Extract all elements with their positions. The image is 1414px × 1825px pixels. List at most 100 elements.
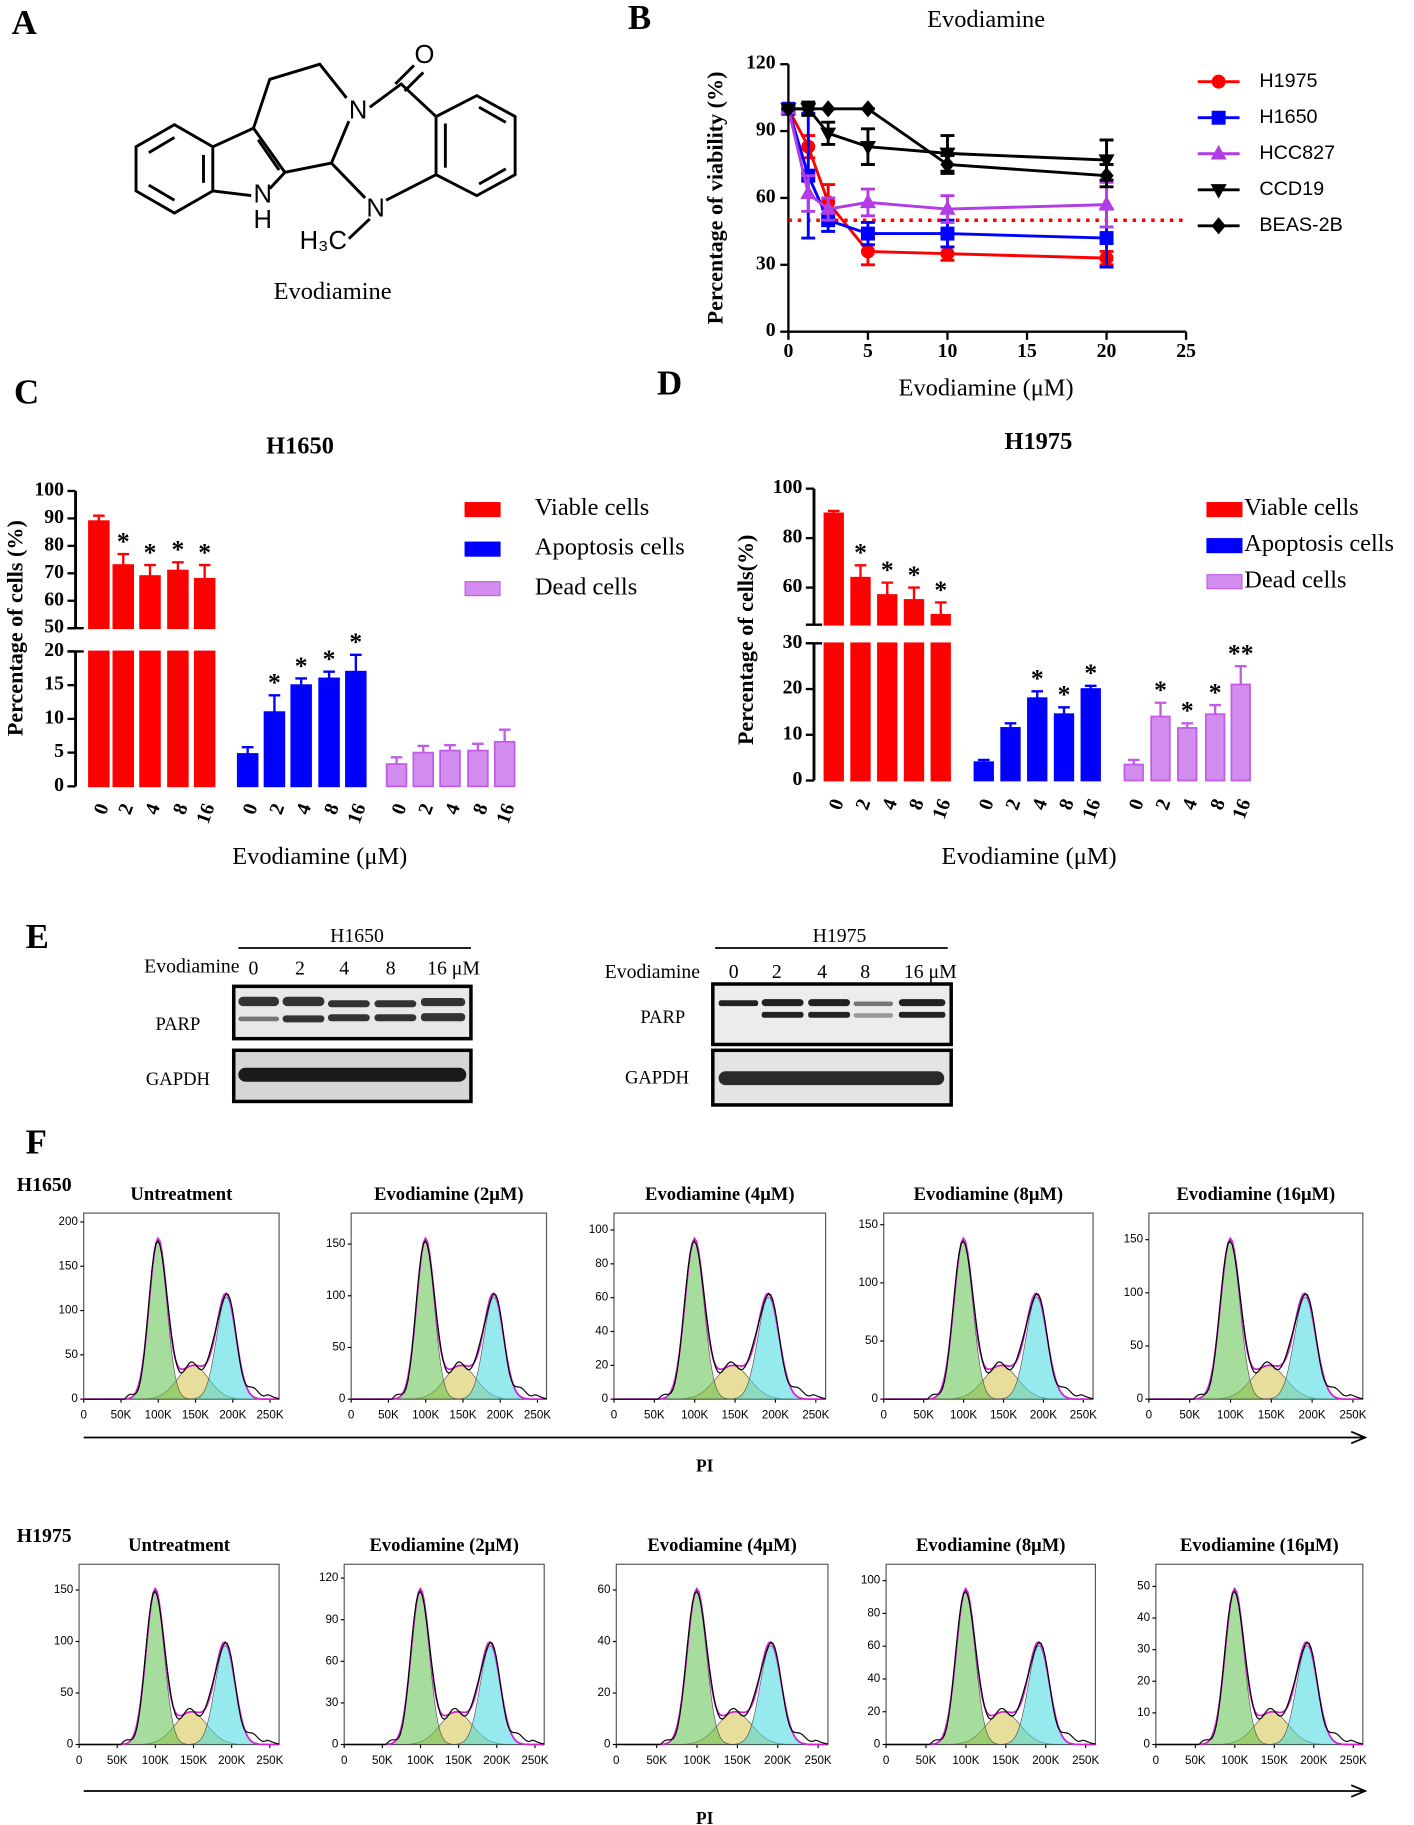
compound-name: Evodiamine xyxy=(274,278,392,305)
error-bar xyxy=(241,746,254,754)
x-tick-label: 16 xyxy=(343,801,370,827)
x-tick-label: 100K xyxy=(145,1408,172,1421)
legend-label: CCD19 xyxy=(1259,178,1324,200)
bond xyxy=(212,126,287,190)
error-bar xyxy=(498,728,511,742)
y-tick-label: 30 xyxy=(783,631,803,653)
legend-swatch xyxy=(1206,502,1243,518)
x-tick-label: 0 xyxy=(611,1408,617,1421)
plot-frame xyxy=(78,1563,280,1746)
plot-title: Evodiamine (16μM) xyxy=(1176,1184,1335,1205)
legend-swatch xyxy=(464,541,501,557)
x-tick-label: 0 xyxy=(974,796,998,813)
error-bar xyxy=(323,670,335,679)
y-tick-label: 30 xyxy=(756,252,776,274)
plot-title: Evodiamine (2μM) xyxy=(374,1184,523,1205)
protein: PARP xyxy=(640,1007,685,1028)
y-tick-label: 20 xyxy=(867,1705,880,1718)
y-tick-label: 0 xyxy=(871,1392,877,1405)
marker xyxy=(820,127,837,143)
legend-marker xyxy=(1211,74,1226,89)
y-tick-label: 0 xyxy=(766,319,776,341)
y-tick-label: 120 xyxy=(319,1571,338,1584)
x-tick-label: 2 xyxy=(414,801,438,818)
y-tick-label: 10 xyxy=(1137,1706,1150,1719)
x-tick-label: 150K xyxy=(449,1408,476,1421)
bar xyxy=(88,520,110,630)
x-axis-label: PI xyxy=(696,1456,714,1476)
error-bar xyxy=(268,694,281,713)
plot-title: Evodiamine (8μM) xyxy=(916,1535,1065,1556)
x-tick-label: 2 xyxy=(851,796,875,813)
y-tick-label: 20 xyxy=(595,1358,608,1371)
marker xyxy=(820,200,837,215)
bond xyxy=(434,93,517,198)
x-tick-label: 0 xyxy=(1124,796,1148,813)
chart-title: H1650 xyxy=(266,433,334,460)
error-bar xyxy=(350,653,362,672)
x-tick-label: 200K xyxy=(219,1408,246,1421)
y-tick-label: 150 xyxy=(54,1583,73,1596)
x-tick-label: 0 xyxy=(341,1754,347,1767)
y-tick-label: 100 xyxy=(773,476,803,498)
x-tick-label: 4 xyxy=(441,801,465,818)
error-bar xyxy=(934,601,947,615)
legend-label: Apoptosis cells xyxy=(1244,530,1394,557)
panel-label: D xyxy=(657,363,682,402)
error-bar xyxy=(1127,758,1140,765)
significance: * xyxy=(854,538,867,567)
bar xyxy=(1123,763,1144,782)
x-tick-label: 2 xyxy=(265,801,289,818)
bond xyxy=(403,71,425,92)
plot-frame xyxy=(350,1212,548,1400)
x-tick-label: 150K xyxy=(1261,1754,1288,1767)
legend-marker xyxy=(1210,144,1227,160)
x-axis-label: PI xyxy=(696,1808,714,1825)
raw-histogram xyxy=(1148,1239,1363,1400)
y-tick-label: 40 xyxy=(595,1325,608,1338)
x-tick-label: 200K xyxy=(218,1754,245,1767)
plot-title: Untreatment xyxy=(128,1535,231,1556)
x-tick-label: 100K xyxy=(683,1754,710,1767)
atom: N xyxy=(254,180,272,208)
error-bar xyxy=(1058,706,1070,715)
error-bar xyxy=(144,563,156,577)
y-tick-label: 150 xyxy=(1124,1233,1143,1246)
y-tick-label: 20 xyxy=(1137,1674,1150,1687)
y-tick-label: 40 xyxy=(598,1635,611,1648)
bar xyxy=(193,577,216,630)
y-tick-label: 80 xyxy=(867,1606,880,1619)
x-tick-label: 0 xyxy=(883,1754,889,1767)
bond xyxy=(368,82,438,118)
legend-marker xyxy=(1211,110,1226,125)
atoms: O N N N H H₃C xyxy=(254,41,435,255)
y-tick-label: 30 xyxy=(1137,1643,1150,1656)
significance: * xyxy=(349,627,362,656)
error-bar xyxy=(854,564,867,578)
row-label: H1975 xyxy=(17,1525,72,1547)
significance: * xyxy=(198,537,211,566)
bar xyxy=(439,749,461,788)
error-bar xyxy=(881,581,894,596)
significance: ** xyxy=(1228,639,1254,668)
y-tick-label: 60 xyxy=(44,588,64,610)
significance: * xyxy=(172,535,185,564)
y-tick-label: 60 xyxy=(756,185,776,207)
y-tick-label: 40 xyxy=(1137,1611,1150,1624)
legend-label: Dead cells xyxy=(535,573,637,600)
legend-label: H1650 xyxy=(1259,106,1317,128)
error-bar xyxy=(444,744,456,751)
bar xyxy=(850,576,871,626)
error-bar xyxy=(117,552,130,566)
y-tick-label: 100 xyxy=(34,479,64,501)
significance: * xyxy=(1154,675,1167,704)
x-tick-label: 20 xyxy=(1097,340,1117,362)
bar xyxy=(1027,697,1048,782)
significance: * xyxy=(881,555,894,584)
x-tick-label: 2 xyxy=(1151,796,1175,813)
y-tick-label: 10 xyxy=(44,706,64,728)
bar xyxy=(290,684,312,788)
plot-frame xyxy=(83,1212,280,1400)
band xyxy=(420,997,466,1007)
protein: GAPDH xyxy=(625,1068,689,1089)
